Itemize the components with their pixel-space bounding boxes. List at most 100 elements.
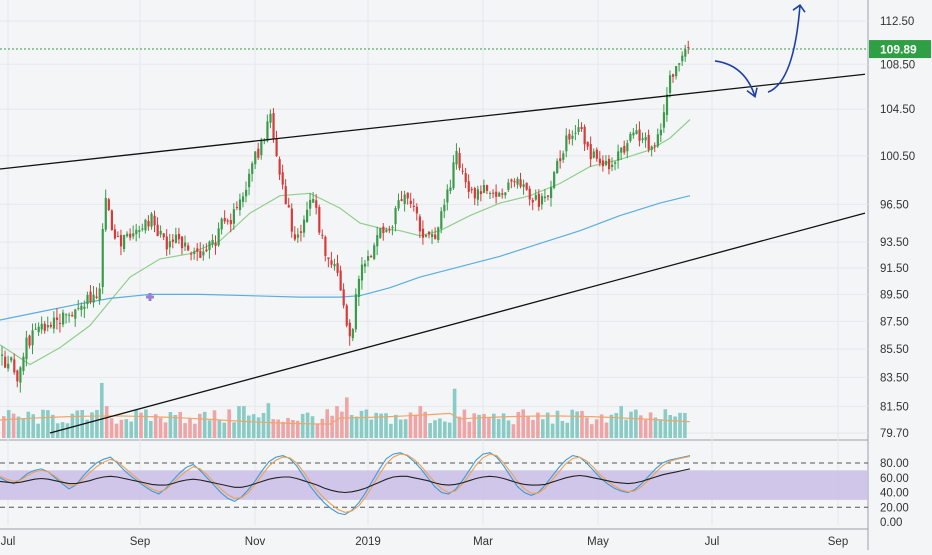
volume-bar bbox=[462, 409, 467, 438]
volume-bar bbox=[149, 420, 153, 438]
volume-bar bbox=[565, 422, 570, 438]
trendline-layer bbox=[0, 4, 868, 434]
oscillator-layer bbox=[0, 452, 868, 516]
candle-body bbox=[333, 264, 336, 267]
candle-body bbox=[336, 263, 339, 273]
price-tick-label: 100.50 bbox=[880, 151, 915, 163]
candle-body bbox=[653, 145, 656, 147]
volume-bar bbox=[281, 421, 285, 438]
candle-body bbox=[357, 278, 361, 297]
candle-body bbox=[418, 216, 422, 232]
price-tick-label: 79.70 bbox=[880, 428, 909, 440]
volume-bar bbox=[276, 419, 280, 438]
volume-bar bbox=[134, 410, 138, 438]
candle-body bbox=[424, 234, 428, 237]
candle-body bbox=[446, 189, 449, 203]
candle-body bbox=[455, 151, 458, 165]
moving-average-short bbox=[0, 119, 691, 366]
candle-body bbox=[437, 227, 440, 241]
volume-bar bbox=[447, 422, 452, 438]
volume-bar bbox=[452, 388, 457, 438]
volume-bar bbox=[648, 412, 653, 438]
volume-bar bbox=[198, 413, 202, 438]
volume-bar bbox=[65, 423, 70, 438]
candle-body bbox=[379, 228, 382, 238]
candle-body bbox=[315, 200, 318, 208]
price-tick-label: 83.50 bbox=[880, 372, 909, 384]
volume-bar bbox=[683, 412, 687, 438]
candle-body bbox=[220, 218, 223, 230]
volume-bar bbox=[36, 423, 40, 438]
volume-bar bbox=[467, 421, 472, 438]
candle-body bbox=[107, 199, 110, 210]
candle-body bbox=[28, 335, 31, 346]
candle-body bbox=[659, 129, 662, 136]
candle-body bbox=[95, 296, 98, 298]
volume-bar bbox=[168, 412, 173, 438]
candle-body bbox=[641, 138, 644, 140]
candle-body bbox=[644, 137, 647, 141]
oscillator-tick-label: 80.00 bbox=[880, 458, 909, 470]
candle-body bbox=[43, 323, 46, 331]
candle-body bbox=[138, 230, 141, 232]
volume-bar bbox=[614, 413, 619, 438]
volume-bar bbox=[506, 420, 511, 438]
candle-body bbox=[617, 151, 620, 161]
candle-body bbox=[443, 204, 446, 212]
candle-body bbox=[363, 263, 367, 267]
candle-body bbox=[635, 130, 638, 135]
volume-bar bbox=[144, 409, 148, 438]
candle-body bbox=[580, 127, 583, 130]
candle-body bbox=[217, 228, 220, 246]
volume-bar bbox=[457, 416, 462, 438]
candle-body bbox=[177, 233, 181, 240]
candle-body bbox=[406, 192, 409, 199]
candle-body bbox=[116, 236, 120, 238]
volume-bar bbox=[75, 410, 80, 438]
volume-bar bbox=[212, 410, 217, 438]
candle-body bbox=[611, 164, 614, 168]
candle-body bbox=[513, 181, 516, 183]
volume-bar bbox=[580, 410, 584, 438]
candle-body bbox=[550, 187, 553, 199]
volume-bar bbox=[668, 414, 672, 438]
candle-body bbox=[553, 172, 556, 188]
volume-bar bbox=[188, 417, 192, 438]
candle-body bbox=[86, 294, 89, 304]
volume-bar bbox=[26, 411, 31, 438]
candle-body bbox=[583, 126, 586, 145]
candle-body bbox=[565, 135, 568, 152]
volume-bar bbox=[70, 413, 75, 438]
volume-bar bbox=[384, 413, 388, 438]
oscillator-slow-line bbox=[0, 453, 691, 513]
candle-body bbox=[415, 206, 418, 214]
candle-body bbox=[83, 306, 86, 309]
candle-body bbox=[180, 236, 184, 249]
candle-body bbox=[101, 228, 104, 288]
volume-bar bbox=[521, 409, 525, 438]
candle-body bbox=[586, 141, 589, 147]
volume-bar bbox=[590, 424, 594, 438]
candle-body bbox=[556, 160, 559, 174]
candle-body bbox=[58, 322, 62, 324]
trendline-lower bbox=[49, 212, 866, 434]
price-tick-label: 93.50 bbox=[880, 237, 909, 249]
volume-bar bbox=[418, 406, 423, 438]
candle-body bbox=[89, 291, 92, 302]
candle-body bbox=[330, 260, 333, 265]
candle-body bbox=[428, 231, 431, 235]
candle-body bbox=[205, 249, 208, 252]
candle-body bbox=[348, 322, 351, 337]
price-tick-label: 81.50 bbox=[880, 401, 909, 413]
candle-body bbox=[449, 187, 452, 191]
candle-body bbox=[534, 195, 537, 200]
candle-body bbox=[562, 153, 565, 160]
volume-bar bbox=[340, 411, 344, 438]
volume-bar bbox=[634, 409, 638, 438]
candle-body bbox=[1, 354, 4, 356]
volume-bar bbox=[286, 417, 290, 438]
candle-body bbox=[232, 209, 235, 224]
volume-bar bbox=[193, 423, 197, 438]
candle-body bbox=[193, 251, 196, 254]
candle-body bbox=[623, 145, 626, 153]
